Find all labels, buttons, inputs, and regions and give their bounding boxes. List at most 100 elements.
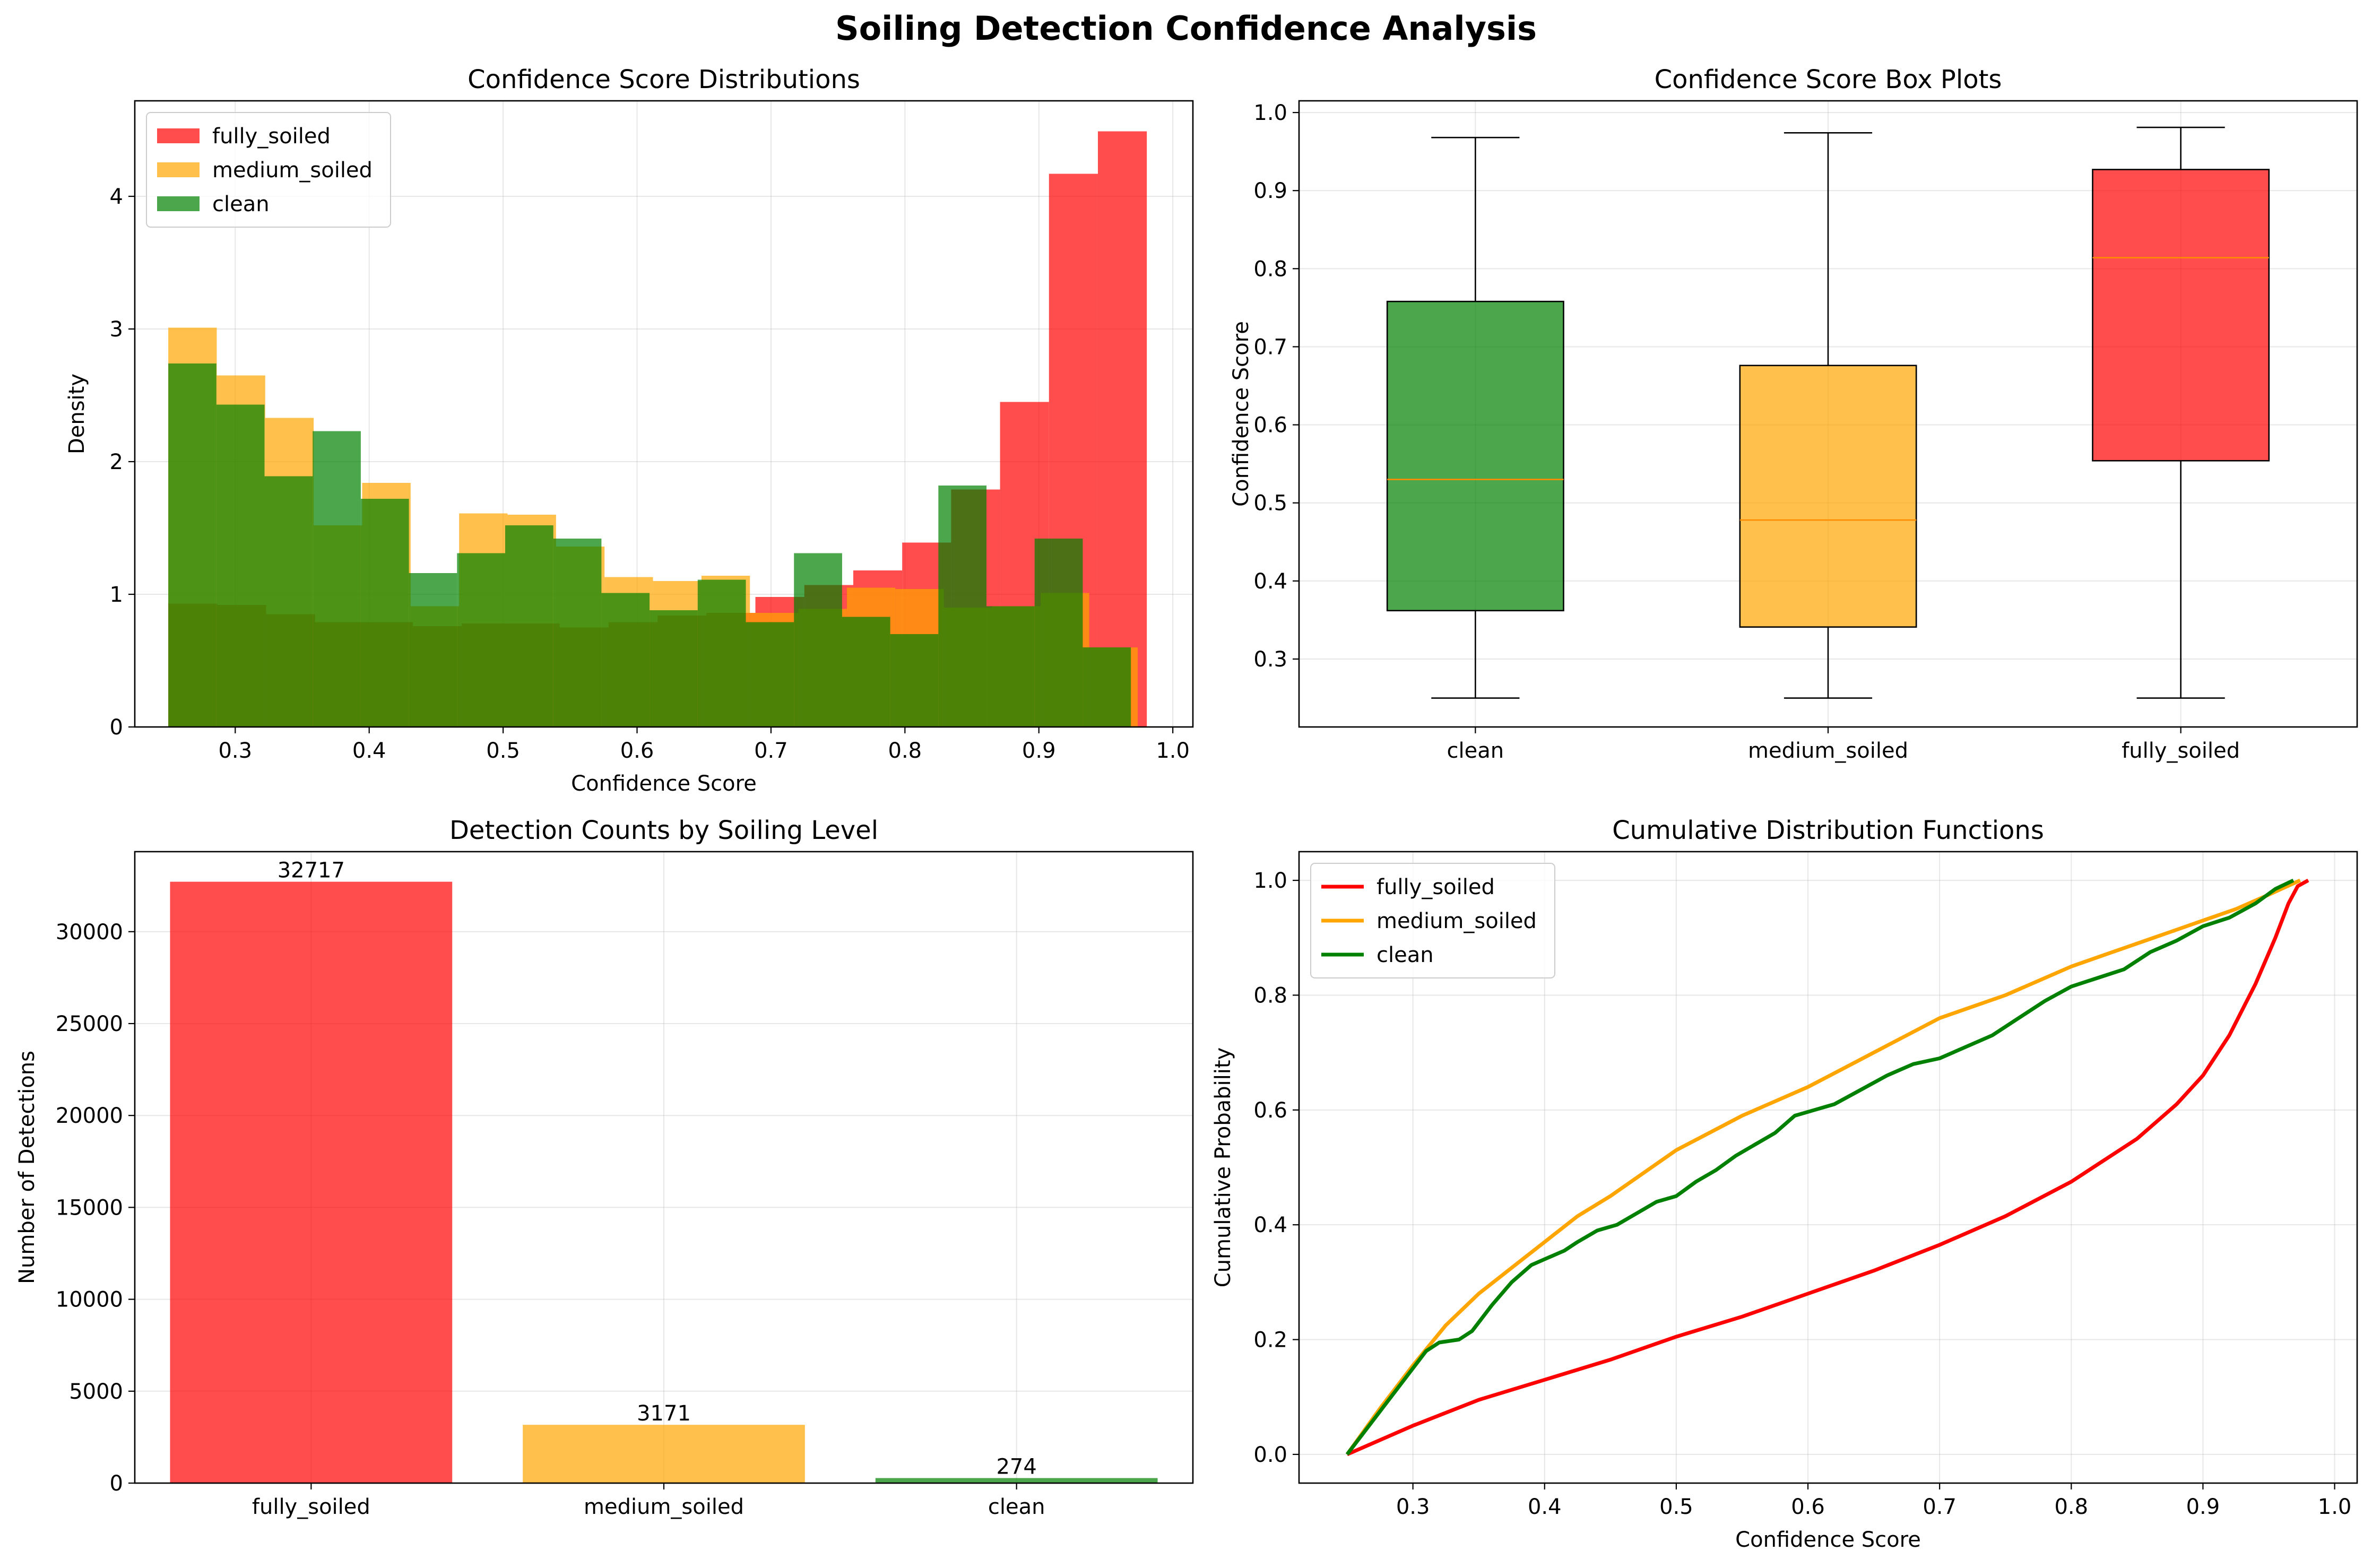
- x-tick-label: medium_soiled: [1748, 739, 1908, 763]
- hist-bar-clean: [746, 622, 794, 727]
- axes: 0.3 0.4 0.5 0.6 0.7 0.8 0.9 1.0 0 1 2 3 4 Confidence …: [65, 65, 1194, 796]
- hist-bar-clean: [264, 476, 313, 727]
- y-axis-label: Cumulative Probability: [1211, 1047, 1235, 1287]
- hist-bar-clean: [1083, 647, 1131, 727]
- bar-value-label: 32717: [278, 859, 345, 883]
- bar-clean: [875, 1478, 1158, 1483]
- legend-label-clean: clean: [212, 192, 270, 216]
- x-tick-label: medium_soiled: [584, 1495, 744, 1519]
- y-tick-label: 1.0: [1253, 101, 1287, 125]
- x-tick-label: fully_soiled: [252, 1495, 370, 1519]
- hist-bar-clean: [409, 573, 457, 727]
- axes-frame: [134, 100, 1194, 728]
- x-axis-label: Confidence Score: [571, 772, 757, 796]
- hist-bar-clean: [986, 606, 1035, 727]
- axes-frame: [1298, 851, 2358, 1484]
- y-tick-label: 1: [110, 583, 123, 607]
- y-tick-label: 0: [110, 715, 123, 740]
- y-tick-label: 3: [110, 317, 123, 342]
- legend-label-fully_soiled: fully_soiled: [212, 124, 331, 149]
- legend-label-fully_soiled: fully_soiled: [1377, 875, 1495, 899]
- y-tick-label: 0.6: [1253, 1098, 1287, 1123]
- x-tick-label: fully_soiled: [2122, 739, 2240, 763]
- y-tick-label: 0.3: [1253, 647, 1287, 672]
- y-tick-label: 30000: [56, 920, 123, 945]
- legend-label-medium_soiled: medium_soiled: [1377, 909, 1537, 933]
- x-tick-label: 1.0: [2318, 1495, 2352, 1519]
- y-tick-label: 15000: [56, 1196, 123, 1220]
- hist-bar-clean: [650, 610, 698, 727]
- x-tick-label: 0.7: [1923, 1495, 1957, 1519]
- x-tick-label: clean: [1447, 739, 1504, 763]
- bar-fully_soiled: [170, 881, 453, 1483]
- legend-swatch-medium_soiled: [157, 162, 200, 177]
- y-tick-label: 0.9: [1253, 179, 1287, 203]
- legend-label-clean: clean: [1377, 943, 1434, 967]
- bar-panel: 32717 3171 274 fully_soiled medium_soiled cle…: [15, 816, 1194, 1519]
- box-medium_soiled: [1739, 132, 1917, 699]
- y-tick-label: 25000: [56, 1012, 123, 1036]
- box-body: [1386, 300, 1564, 612]
- y-tick-label: 0.4: [1253, 569, 1287, 594]
- legend-label-medium_soiled: medium_soiled: [212, 158, 373, 183]
- hist-bar-clean: [601, 593, 650, 727]
- y-tick-label: 20000: [56, 1104, 123, 1128]
- boxplot-panel: clean medium_soiled fully_soiled 0.3 0.4 0.5 0…: [1229, 65, 2358, 763]
- hist-bar-clean: [890, 634, 939, 727]
- x-tick-label: 0.6: [620, 739, 654, 763]
- y-axis-label: Density: [65, 374, 89, 454]
- x-tick-label: 0.5: [486, 739, 520, 763]
- x-tick-label: 0.9: [1022, 739, 1056, 763]
- y-tick-label: 0.4: [1253, 1213, 1287, 1237]
- y-tick-label: 1.0: [1253, 869, 1287, 893]
- hist-bar-clean: [505, 525, 553, 727]
- cdf-line-fully_soiled: [1346, 879, 2309, 1457]
- box-clean: [1386, 136, 1564, 699]
- y-tick-label: 10000: [56, 1288, 123, 1312]
- y-axis-label: Confidence Score: [1229, 321, 1253, 507]
- plot-marks: 32717 3171 274: [170, 859, 1158, 1483]
- axes-title: Confidence Score Distributions: [468, 65, 860, 94]
- hist-bar-clean: [216, 404, 265, 727]
- hist-bar-fully_soiled: [1097, 131, 1147, 727]
- hist-bar-clean: [313, 431, 361, 727]
- plot-marks: [168, 131, 1147, 727]
- y-tick-label: 0.8: [1253, 257, 1287, 281]
- axes-title: Detection Counts by Soiling Level: [449, 816, 878, 845]
- legend-swatch-fully_soiled: [157, 128, 200, 143]
- x-axis-label: Confidence Score: [1735, 1528, 1921, 1552]
- axes-title: Confidence Score Box Plots: [1655, 65, 2002, 94]
- x-tick-label: 0.8: [888, 739, 922, 763]
- cdf-line-medium_soiled: [1345, 878, 2301, 1456]
- x-tick-label: clean: [988, 1495, 1045, 1519]
- y-tick-label: 5000: [69, 1380, 123, 1404]
- plot-marks: [1345, 878, 2309, 1457]
- cdf-line-clean: [1345, 878, 2295, 1456]
- x-tick-label: 1.0: [1156, 739, 1190, 763]
- legend-frame: [1310, 863, 1555, 978]
- axes-frame: [134, 851, 1194, 1484]
- legend-swatch-clean: [157, 196, 200, 211]
- hist-bar-clean: [697, 579, 746, 727]
- hist-bar-clean: [457, 553, 506, 727]
- box-fully_soiled: [2092, 126, 2270, 699]
- hist-bar-clean: [1034, 539, 1083, 727]
- x-tick-label: 0.6: [1791, 1495, 1825, 1519]
- hist-bar-clean: [842, 617, 890, 727]
- axes-frame: [1298, 100, 2358, 728]
- axes-title: Cumulative Distribution Functions: [1612, 816, 2044, 845]
- x-tick-label: 0.8: [2054, 1495, 2088, 1519]
- x-tick-label: 0.5: [1659, 1495, 1693, 1519]
- x-tick-label: 0.4: [1528, 1495, 1562, 1519]
- bar-value-label: 274: [996, 1455, 1036, 1479]
- y-tick-label: 0: [110, 1471, 123, 1496]
- y-tick-label: 0.2: [1253, 1328, 1287, 1353]
- y-tick-label: 0.7: [1253, 335, 1287, 359]
- x-tick-label: 0.4: [352, 739, 386, 763]
- legend-frame: [146, 112, 391, 228]
- box-body: [1739, 365, 1917, 628]
- axes: 0.3 0.4 0.5 0.6 0.7 0.8 0.9 1.0 0.0 0.2 0.4 0.6 0.8 1…: [1211, 816, 2358, 1552]
- histogram-panel: 0.3 0.4 0.5 0.6 0.7 0.8 0.9 1.0 0 1 2 3 4 Confidence …: [65, 65, 1194, 796]
